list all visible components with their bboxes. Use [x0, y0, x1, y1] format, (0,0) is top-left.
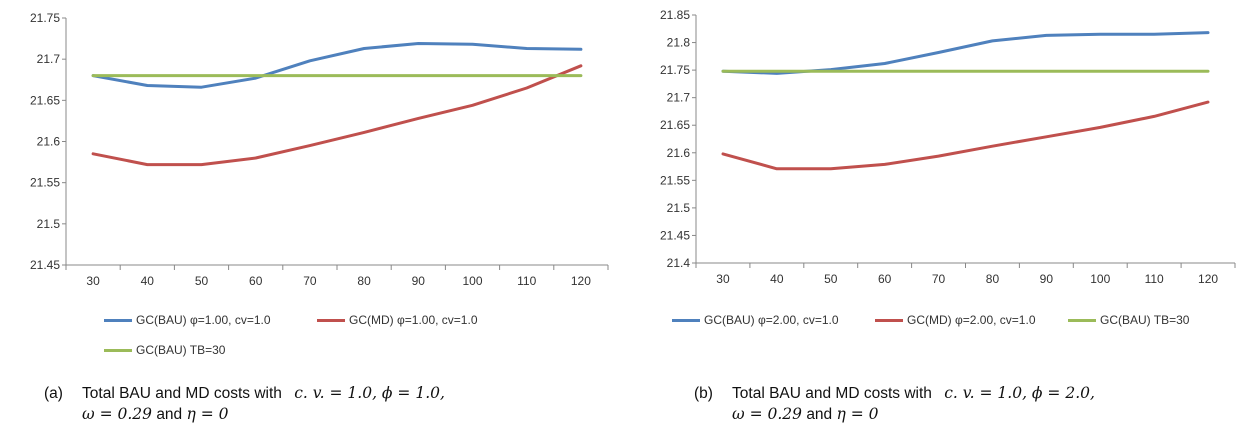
- y-tick-label: 21.7: [37, 52, 61, 66]
- x-tick-label: 30: [86, 274, 100, 288]
- legend-label: GC(MD) φ=1.00, cv=1.0: [349, 313, 478, 327]
- line-chart-a: 21.75 21.7 21.65 21.6 21.55 21.5 21.45 30 40 50 60…: [30, 11, 609, 288]
- x-tick-label: 100: [462, 274, 482, 288]
- legend-item: GC(BAU) TB=30: [1068, 313, 1189, 327]
- caption-math: η = 0: [186, 405, 229, 423]
- x-tick-label: 110: [1145, 272, 1164, 286]
- y-tick-label: 21.65: [660, 118, 690, 132]
- y-tick-label: 21.5: [667, 201, 691, 215]
- x-tick-label: 120: [571, 274, 591, 288]
- legend-swatch: [672, 318, 700, 322]
- x-tick-label: 120: [1198, 272, 1218, 286]
- series-line-1: [91, 64, 583, 167]
- caption-text: Total BAU and MD costs with: [732, 385, 932, 402]
- legend-swatch: [317, 318, 345, 322]
- legend-item: GC(MD) φ=2.00, cv=1.0: [875, 313, 1036, 327]
- caption-label: (b): [694, 385, 713, 402]
- x-tick-label: 50: [824, 272, 838, 286]
- legend-swatch: [875, 318, 903, 322]
- y-tick-label: 21.85: [660, 8, 690, 22]
- y-tick-label: 21.55: [660, 173, 690, 187]
- x-tick-label: 110: [517, 274, 536, 288]
- x-tick-label: 90: [1040, 272, 1054, 286]
- y-tick-label: 21.75: [30, 11, 60, 25]
- x-tick-label: 70: [932, 272, 946, 286]
- legend-item: GC(MD) φ=1.00, cv=1.0: [317, 313, 478, 327]
- legend-item: GC(BAU) φ=2.00, cv=1.0: [672, 313, 839, 327]
- legend-label: GC(BAU) φ=1.00, cv=1.0: [136, 313, 271, 327]
- legend-label: GC(BAU) φ=2.00, cv=1.0: [704, 313, 839, 327]
- y-tick-label: 21.6: [37, 135, 61, 149]
- y-tick-label: 21.55: [30, 176, 60, 190]
- y-tick-label: 21.45: [660, 228, 690, 242]
- x-tick-label: 40: [141, 274, 155, 288]
- legend-label: GC(BAU) TB=30: [136, 343, 226, 357]
- y-tick-label: 21.6: [667, 146, 691, 160]
- legend-swatch: [1068, 318, 1096, 322]
- caption-text: Total BAU and MD costs with: [82, 385, 282, 402]
- x-tick-label: 60: [878, 272, 892, 286]
- caption-text: and: [156, 406, 183, 423]
- caption-label: (a): [44, 385, 63, 402]
- y-tick-label: 21.5: [37, 217, 61, 231]
- x-tick-label: 30: [716, 272, 730, 286]
- y-tick-label: 21.4: [667, 256, 691, 270]
- y-tick-label: 21.45: [30, 258, 60, 272]
- x-tick-label: 70: [303, 274, 317, 288]
- caption-a: (a) Total BAU and MD costs with c. v. = …: [44, 383, 445, 425]
- x-tick-label: 50: [195, 274, 209, 288]
- x-tick-label: 100: [1090, 272, 1110, 286]
- legend-label: GC(MD) φ=2.00, cv=1.0: [907, 313, 1036, 327]
- caption-math: η = 0: [836, 405, 879, 423]
- x-tick-label: 80: [357, 274, 371, 288]
- series-line-0: [721, 31, 1210, 75]
- caption-math: c. v. = 1.0, ϕ = 1.0,: [294, 384, 445, 402]
- x-tick-label: 90: [412, 274, 426, 288]
- legend-item: GC(BAU) TB=30: [104, 343, 225, 357]
- legend-label: GC(BAU) TB=30: [1100, 313, 1190, 327]
- series-line-1: [721, 100, 1210, 171]
- line-chart-b: 21.85 21.8 21.75 21.7 21.65 21.6 21.55 21.5 21.4…: [660, 8, 1236, 286]
- legend-swatch: [104, 348, 132, 352]
- caption-b: (b) Total BAU and MD costs with c. v. = …: [694, 383, 1095, 425]
- x-tick-label: 60: [249, 274, 263, 288]
- caption-math: ω = 0.29: [732, 405, 802, 423]
- caption-text: and: [806, 406, 833, 423]
- y-tick-label: 21.75: [660, 63, 690, 77]
- chart-panel-b: 21.85 21.8 21.75 21.7 21.65 21.6 21.55 21.5 21.4…: [630, 0, 1260, 433]
- legend-item: GC(BAU) φ=1.00, cv=1.0: [104, 313, 271, 327]
- caption-math: c. v. = 1.0, ϕ = 2.0,: [944, 384, 1095, 402]
- y-tick-label: 21.7: [667, 91, 691, 105]
- series-line-0: [91, 42, 583, 89]
- caption-math: ω = 0.29: [82, 405, 152, 423]
- x-tick-label: 80: [986, 272, 1000, 286]
- y-tick-label: 21.65: [30, 93, 60, 107]
- x-tick-label: 40: [770, 272, 784, 286]
- legend-swatch: [104, 318, 132, 322]
- y-tick-label: 21.8: [667, 36, 691, 50]
- chart-panel-a: 21.75 21.7 21.65 21.6 21.55 21.5 21.45 30 40 50 60…: [30, 11, 609, 425]
